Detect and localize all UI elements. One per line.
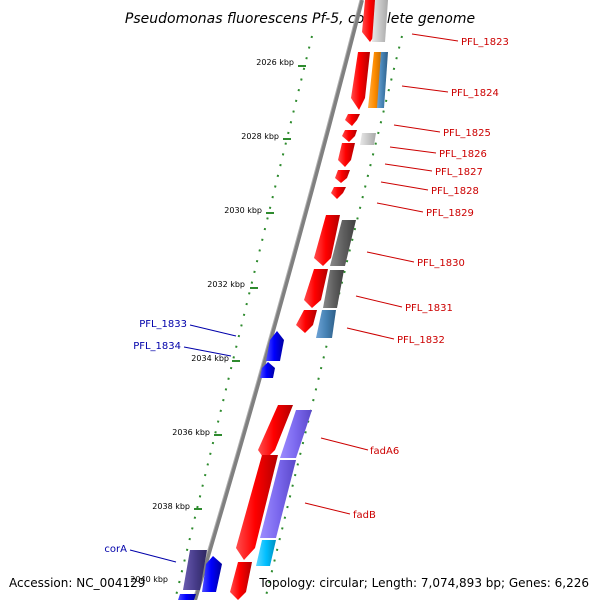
gene-label-pfl1832[interactable]: PFL_1832	[397, 335, 445, 346]
gene-label-pfl1833[interactable]: PFL_1833	[139, 319, 187, 330]
gene-label-pfl1834[interactable]: PFL_1834	[133, 341, 181, 352]
gene-label-pfl1827[interactable]: PFL_1827	[435, 167, 483, 178]
kbp-label: 2030 kbp	[224, 206, 262, 215]
cog-band-cyan	[256, 540, 276, 566]
gene-pfl1829[interactable]	[331, 187, 346, 199]
kbp-label: 2026 kbp	[256, 58, 294, 67]
gene-fada6[interactable]	[258, 405, 293, 460]
kbp-label: 2028 kbp	[241, 132, 279, 141]
gene-pfl1826[interactable]	[342, 130, 357, 142]
kbp-label: 2040 kbp	[130, 575, 168, 584]
backbone-highlight	[192, 0, 361, 600]
gene-label-pfl1825[interactable]: PFL_1825	[443, 128, 491, 139]
cog-band-light	[360, 133, 376, 145]
gene-label-pfl1824[interactable]: PFL_1824	[451, 88, 499, 99]
inner-dotted-track	[174, 35, 313, 600]
gene-pfl1824[interactable]	[351, 52, 370, 110]
cog-band-gray	[323, 270, 344, 308]
kbp-tick-marks	[194, 65, 306, 510]
left-label-lines	[129, 324, 237, 563]
gene-label-pfl1826[interactable]: PFL_1826	[439, 149, 487, 160]
gene-label-fadb[interactable]: fadB	[353, 510, 376, 521]
gene-fadb[interactable]	[236, 455, 278, 560]
gene-red-bottom[interactable]	[230, 562, 252, 600]
map-title: Pseudomonas fluorescens Pf-5, complete g…	[125, 11, 475, 27]
cog-band-dark-purple	[183, 550, 207, 590]
gene-pfl1832[interactable]	[296, 310, 317, 333]
gene-pfl1831[interactable]	[304, 269, 328, 308]
accession-text: Accession: NC_004129	[9, 576, 145, 590]
gene-blue-bottom[interactable]	[178, 594, 196, 600]
gene-pfl1827[interactable]	[338, 143, 355, 167]
cog-band-light	[372, 0, 388, 42]
gene-pfl1834[interactable]	[260, 362, 275, 378]
gene-pfl1825[interactable]	[345, 114, 360, 126]
gene-pfl1830[interactable]	[314, 215, 340, 266]
gene-label-fada6[interactable]: fadA6	[370, 446, 399, 457]
gene-label-pfl1823[interactable]: PFL_1823	[461, 37, 509, 48]
cog-band-steel	[316, 310, 336, 338]
cog-bands	[256, 0, 388, 566]
gene-pfl1828[interactable]	[335, 170, 350, 183]
gene-label-cora[interactable]: corA	[104, 544, 127, 555]
cog-band-purple	[260, 460, 296, 538]
kbp-label: 2036 kbp	[172, 428, 210, 437]
backbone	[193, 0, 364, 600]
kbp-label: 2032 kbp	[207, 280, 245, 289]
gene-label-pfl1829[interactable]: PFL_1829	[426, 208, 474, 219]
cog-band-purple	[280, 410, 312, 458]
reverse-genes	[178, 331, 284, 600]
cog-band-orange	[368, 52, 381, 108]
gene-cora[interactable]	[202, 556, 222, 592]
kbp-label: 2034 kbp	[191, 354, 229, 363]
gene-label-pfl1831[interactable]: PFL_1831	[405, 303, 453, 314]
gene-label-pfl1828[interactable]: PFL_1828	[431, 186, 479, 197]
cog-band-steel	[377, 52, 388, 108]
right-label-lines	[304, 33, 459, 515]
genome-summary-text: Topology: circular; Length: 7,074,893 bp…	[258, 576, 589, 590]
kbp-label: 2038 kbp	[152, 502, 190, 511]
gene-pfl1833[interactable]	[266, 331, 284, 361]
cog-band-gray	[330, 220, 356, 266]
gene-label-pfl1830[interactable]: PFL_1830	[417, 258, 465, 269]
